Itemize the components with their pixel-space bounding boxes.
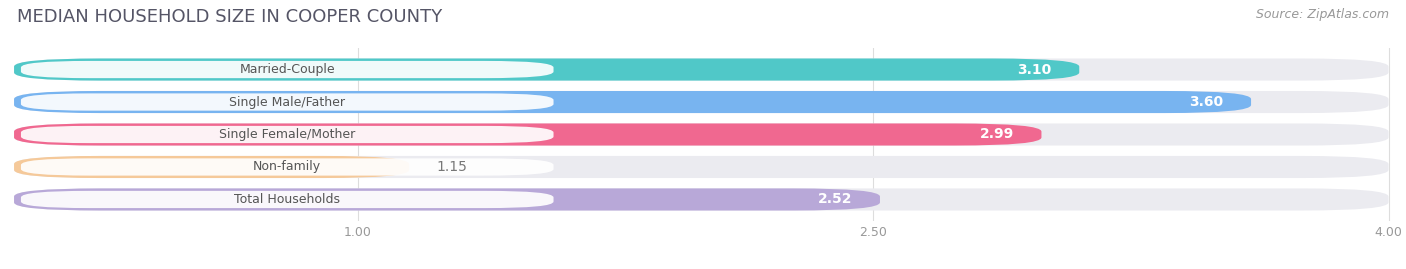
Text: 2.99: 2.99 [980, 128, 1014, 141]
FancyBboxPatch shape [21, 61, 554, 78]
FancyBboxPatch shape [21, 93, 554, 111]
FancyBboxPatch shape [14, 58, 1389, 81]
Text: 2.52: 2.52 [818, 192, 852, 207]
FancyBboxPatch shape [14, 123, 1389, 146]
Text: Single Female/Mother: Single Female/Mother [219, 128, 356, 141]
Text: Single Male/Father: Single Male/Father [229, 95, 346, 108]
Text: 3.10: 3.10 [1018, 62, 1052, 77]
FancyBboxPatch shape [14, 91, 1251, 113]
FancyBboxPatch shape [14, 156, 1389, 178]
FancyBboxPatch shape [21, 158, 554, 176]
Text: Non-family: Non-family [253, 161, 322, 174]
FancyBboxPatch shape [14, 123, 1042, 146]
FancyBboxPatch shape [14, 91, 1389, 113]
FancyBboxPatch shape [21, 191, 554, 208]
Text: Source: ZipAtlas.com: Source: ZipAtlas.com [1256, 8, 1389, 21]
Text: Married-Couple: Married-Couple [239, 63, 335, 76]
Text: 3.60: 3.60 [1189, 95, 1223, 109]
Text: 1.15: 1.15 [437, 160, 468, 174]
Text: Total Households: Total Households [235, 193, 340, 206]
FancyBboxPatch shape [21, 126, 554, 143]
FancyBboxPatch shape [14, 156, 409, 178]
Text: MEDIAN HOUSEHOLD SIZE IN COOPER COUNTY: MEDIAN HOUSEHOLD SIZE IN COOPER COUNTY [17, 8, 441, 26]
FancyBboxPatch shape [14, 58, 1080, 81]
FancyBboxPatch shape [14, 188, 1389, 211]
FancyBboxPatch shape [14, 188, 880, 211]
